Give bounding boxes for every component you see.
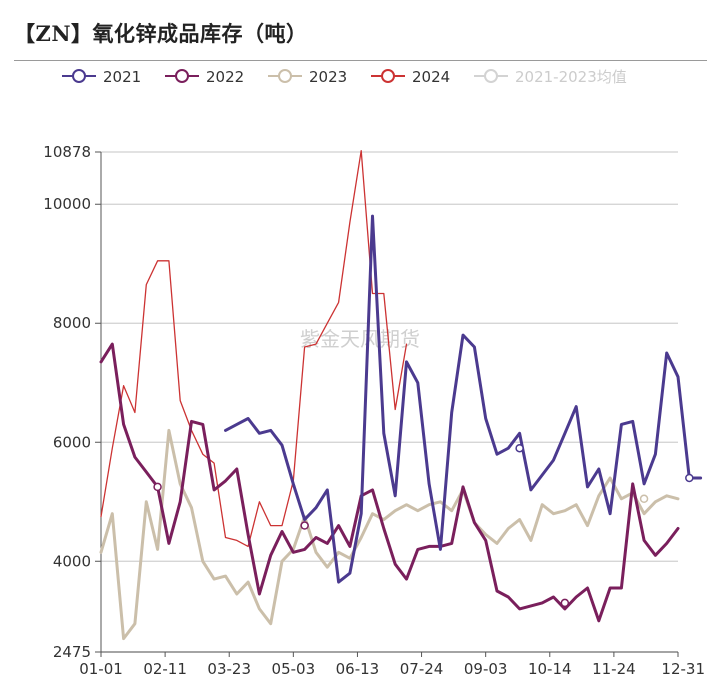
data-point-marker xyxy=(560,598,570,608)
legend-item-2021-2023均值[interactable]: 2021-2023均值 xyxy=(474,68,627,86)
y-tick-label: 4000 xyxy=(53,552,91,570)
title-divider xyxy=(14,60,707,61)
data-point-marker xyxy=(300,521,309,530)
watermark: 紫金天风期货 xyxy=(300,327,420,351)
y-axis: 2475 4000 6000 8000 10000 10878 xyxy=(43,143,102,661)
series-markers xyxy=(153,443,694,608)
legend-swatch-marker xyxy=(175,69,189,83)
data-point-marker xyxy=(639,494,649,504)
legend-swatch-marker xyxy=(72,69,86,83)
series-line-2024 xyxy=(100,150,408,548)
legend-swatch-marker xyxy=(484,69,498,83)
legend-swatch-marker xyxy=(381,69,395,83)
x-tick-label: 11-24 xyxy=(592,660,636,678)
legend-label: 2024 xyxy=(412,68,450,86)
legend-item-2024[interactable]: 2024 xyxy=(371,68,450,86)
x-tick-label: 09-03 xyxy=(464,660,508,678)
x-tick-label: 03-23 xyxy=(207,660,251,678)
series-lines xyxy=(99,150,703,641)
series-line-2022 xyxy=(99,342,680,623)
series-line-2023 xyxy=(99,428,680,641)
legend[interactable]: 2021 2022 2023 2024 2021-2023均值 xyxy=(62,68,627,86)
x-tick-label: 01-01 xyxy=(79,660,123,678)
y-tick-label: 6000 xyxy=(53,433,91,451)
data-point-marker xyxy=(685,473,694,483)
x-tick-label: 02-11 xyxy=(143,660,187,678)
x-tick-label: 12-31 xyxy=(661,660,705,678)
y-tick-label: 2475 xyxy=(53,643,91,661)
y-tick-label: 8000 xyxy=(53,314,91,332)
legend-item-2023[interactable]: 2023 xyxy=(268,68,347,86)
series-line-2021 xyxy=(224,214,703,584)
grid-lines xyxy=(101,151,678,653)
x-tick-label: 10-14 xyxy=(528,660,572,678)
y-tick-label: 10000 xyxy=(43,195,91,213)
data-point-marker xyxy=(153,482,162,492)
legend-swatch-marker xyxy=(278,69,292,83)
legend-label: 2021-2023均值 xyxy=(515,68,627,86)
legend-label: 2021 xyxy=(103,68,141,86)
x-tick-label: 06-13 xyxy=(336,660,380,678)
y-tick-label: 10878 xyxy=(43,143,91,161)
x-axis: 01-01 02-11 03-23 05-03 06-13 07-24 09-03 10-14… xyxy=(79,651,705,678)
legend-label: 2022 xyxy=(206,68,244,86)
x-tick-label: 07-24 xyxy=(400,660,444,678)
data-point-marker xyxy=(515,443,524,453)
x-tick-label: 05-03 xyxy=(272,660,316,678)
legend-item-2021[interactable]: 2021 xyxy=(62,68,141,86)
chart-title: 【ZN】氧化锌成品库存（吨） xyxy=(14,21,308,46)
legend-label: 2023 xyxy=(309,68,347,86)
legend-item-2022[interactable]: 2022 xyxy=(165,68,244,86)
